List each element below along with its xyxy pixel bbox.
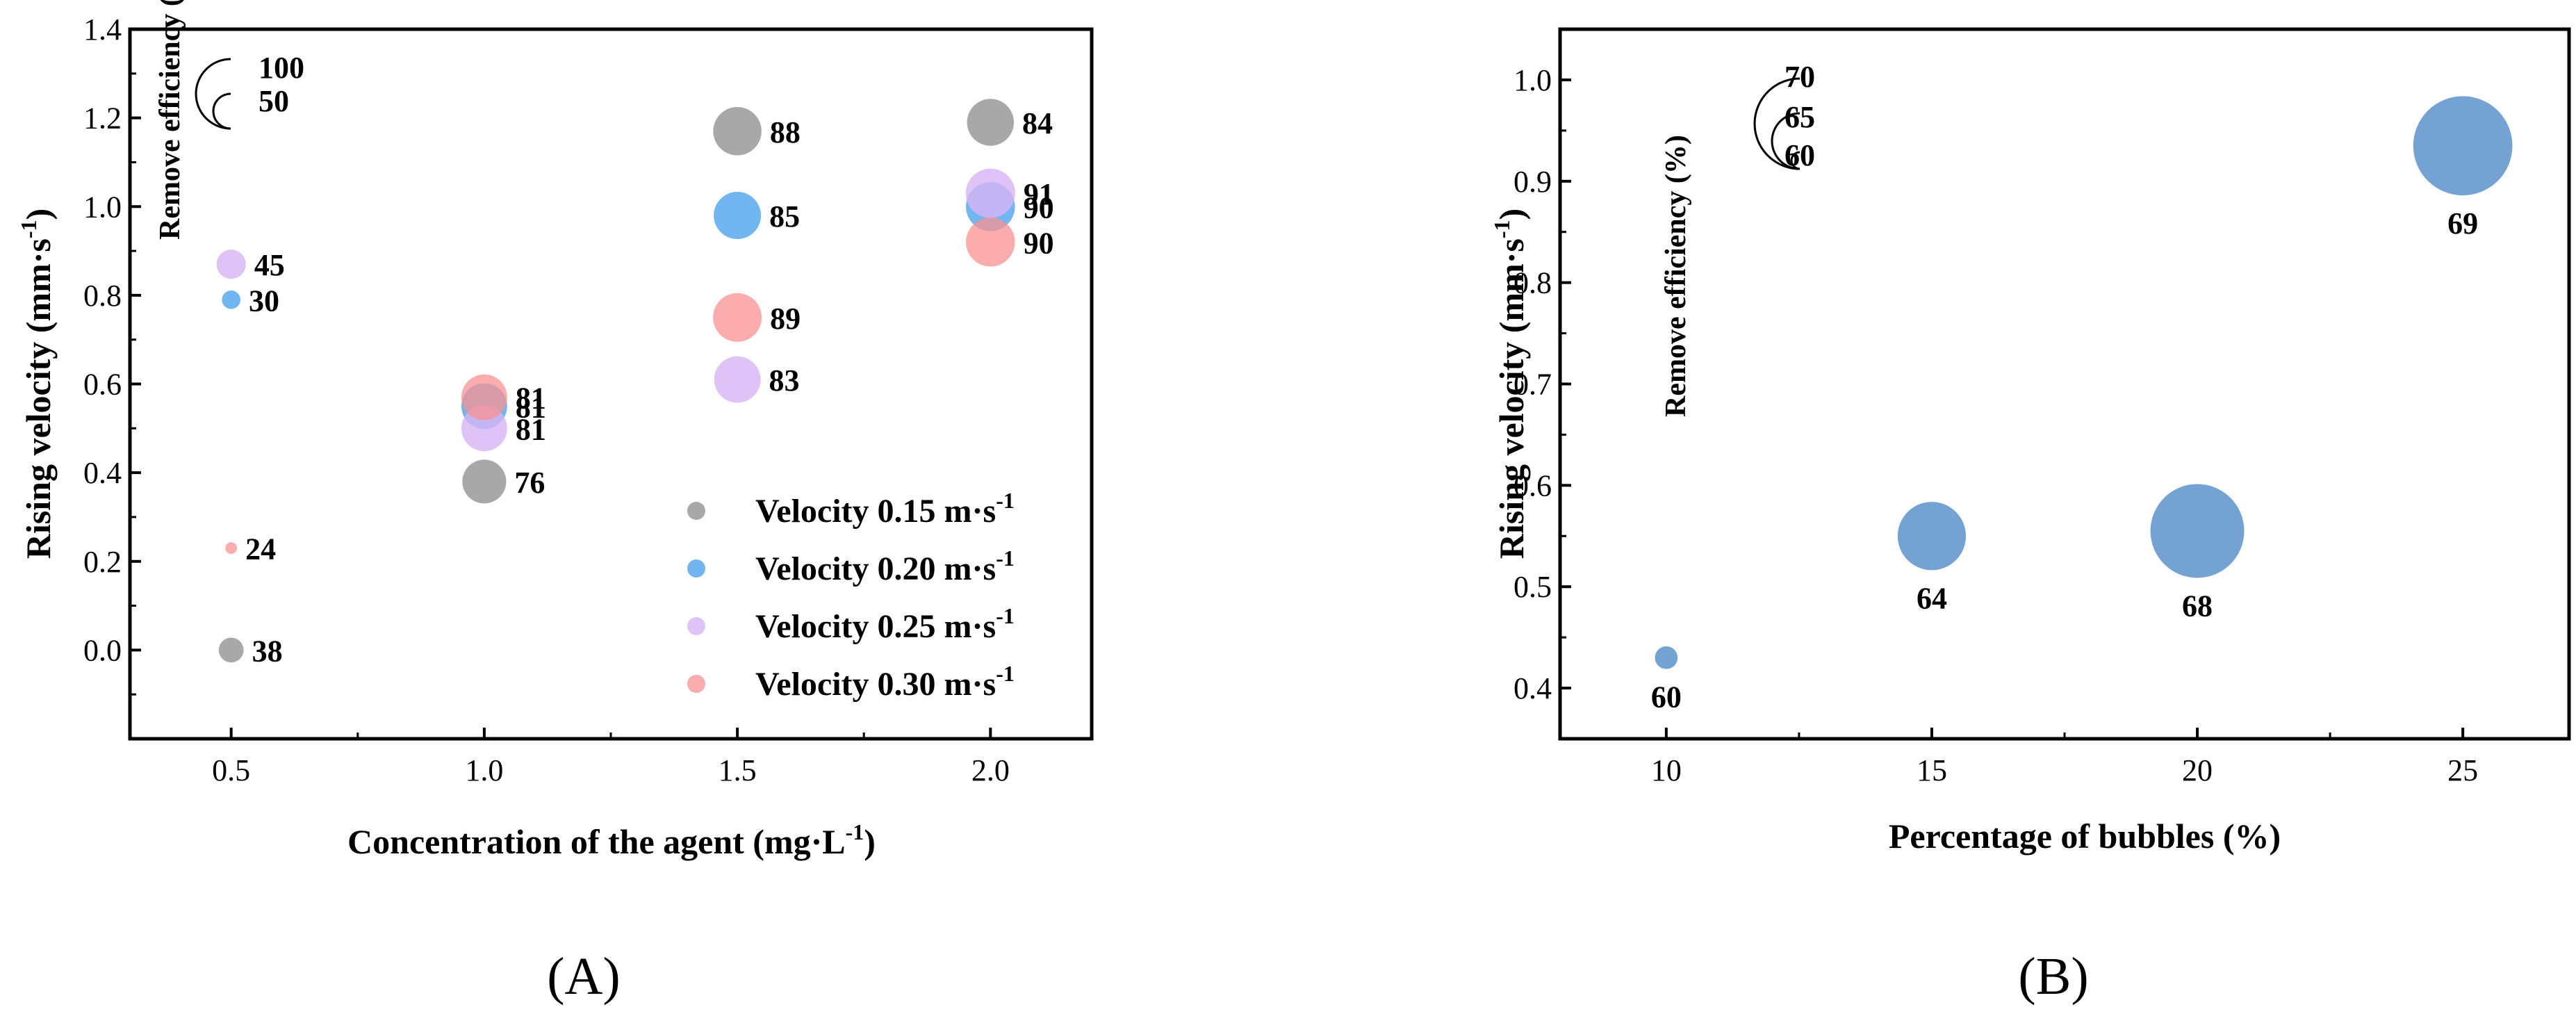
panel-a-point-label: 76 bbox=[514, 466, 545, 500]
panel-a-point-label: 83 bbox=[769, 363, 800, 398]
panel-a-size-legend-value: 50 bbox=[259, 84, 289, 118]
panel-a-legend-label-1: Velocity 0.20 m·s-1 bbox=[755, 546, 1015, 587]
panel-a-point-label: 81 bbox=[516, 382, 546, 416]
panel-a-size-legend-title: Remove efficiency (%) bbox=[154, 0, 186, 240]
panel-a-y-tick-label: 0.2 bbox=[83, 545, 122, 579]
panel-b-y-tick-label: 0.5 bbox=[1513, 570, 1552, 604]
panel-a-point-label: 45 bbox=[254, 248, 285, 282]
panel-a-bubble-s3-p0 bbox=[225, 542, 238, 555]
panel-b-size-legend-title: Remove efficiency (%) bbox=[1660, 135, 1692, 417]
panel-a-series-legend: Velocity 0.15 m·s-1 Velocity 0.20 m·s-1 Ve… bbox=[687, 488, 1015, 703]
panel-a-point-label: 84 bbox=[1022, 106, 1053, 140]
panel-a-x-axis-title: Concentration of the agent (mg·L-1) bbox=[347, 819, 876, 861]
panel-a-legend-marker-1 bbox=[687, 559, 705, 578]
panel-a-point-label: 90 bbox=[1024, 190, 1054, 224]
panel-b-y-tick-label: 0.9 bbox=[1513, 165, 1552, 199]
panel-a-bubble-s3-p3 bbox=[966, 218, 1015, 267]
panel-b-size-legend: Remove efficiency (%) 70 65 60 bbox=[1660, 60, 1815, 417]
panel-a-point-label: 24 bbox=[245, 532, 276, 566]
panel-b-point-label: 64 bbox=[1917, 581, 1947, 615]
panel-b-bubble-p1 bbox=[1897, 502, 1967, 571]
panel-a-y-tick-label: 1.4 bbox=[83, 13, 122, 47]
panel-a-x-tick-label: 1.0 bbox=[465, 753, 503, 787]
panel-a-bubble-s3-p1 bbox=[461, 374, 507, 420]
panel-b-y-tick-label: 0.6 bbox=[1513, 468, 1552, 502]
panel-b-size-legend-value: 70 bbox=[1785, 60, 1815, 94]
panel-a-y-tick-label: 0.0 bbox=[83, 633, 122, 667]
panel-a-x-tick-label: 2.0 bbox=[971, 753, 1010, 787]
panel-a-y-tick-label: 0.4 bbox=[83, 456, 122, 490]
panel-b-y-tick-label: 0.7 bbox=[1513, 368, 1552, 402]
panel-b-label: (B) bbox=[2018, 947, 2088, 1006]
panel-a-size-legend-value: 100 bbox=[259, 51, 304, 85]
panel-a-point-label: 88 bbox=[770, 115, 801, 149]
panel-a-bubble-s0-p3 bbox=[967, 99, 1015, 146]
panel-a-y-tick-label: 1.2 bbox=[83, 101, 122, 136]
panel-a-bubble-s3-p2 bbox=[713, 293, 762, 342]
panel-a-point-label: 85 bbox=[769, 199, 800, 234]
panel-a-size-legend-arc bbox=[195, 58, 231, 130]
panel-a-size-legend-arc bbox=[212, 92, 231, 130]
panel-b-point-label: 60 bbox=[1651, 680, 1682, 714]
panel-b-y-tick-label: 0.4 bbox=[1513, 671, 1552, 705]
panel-a-legend-marker-0 bbox=[687, 502, 705, 520]
panel-b-size-legend-value: 65 bbox=[1785, 100, 1815, 134]
panel-a-legend-label-0: Velocity 0.15 m·s-1 bbox=[755, 488, 1015, 530]
panel-a-bubble-s2-p3 bbox=[965, 168, 1015, 218]
panel-b-x-tick-label: 10 bbox=[1651, 753, 1682, 787]
panel-b-size-legend-value: 60 bbox=[1785, 138, 1815, 172]
panel-b-point-label: 69 bbox=[2447, 206, 2478, 240]
panel-a-point-label: 89 bbox=[770, 302, 801, 336]
panel-a-point-label: 81 bbox=[516, 412, 546, 446]
panel-b-bubble-p2 bbox=[2150, 484, 2245, 578]
panel-b-y-tick-label: 0.8 bbox=[1513, 266, 1552, 300]
panel-b-bubble-p0 bbox=[1655, 646, 1678, 669]
panel-a-y-tick-label: 0.8 bbox=[83, 279, 122, 313]
panel-b-size-legend-arc bbox=[1771, 112, 1800, 170]
panel-a-bubble-s1-p2 bbox=[714, 192, 762, 239]
panel-a-chart: 0.5 1.0 1.5 2.0 0.0 0.2 0.4 0.6 0.8 1.0 1.2 1.4 38 7… bbox=[16, 0, 1094, 1006]
panel-a-bubble-s0-p2 bbox=[713, 107, 762, 156]
panel-a-point-label: 91 bbox=[1024, 177, 1054, 211]
panel-a-legend-marker-3 bbox=[687, 675, 705, 693]
panel-b-x-tick-label: 20 bbox=[2182, 753, 2213, 787]
panel-b-size-legend-arc bbox=[1753, 77, 1800, 170]
panel-a-y-tick-label: 1.0 bbox=[83, 190, 122, 224]
panel-a-point-label: 38 bbox=[252, 634, 283, 668]
panel-a-legend-marker-2 bbox=[687, 617, 705, 635]
panel-b-x-tick-label: 25 bbox=[2447, 753, 2478, 787]
panel-a-point-label: 90 bbox=[1024, 226, 1054, 260]
panel-b-bubble-p3 bbox=[2413, 96, 2513, 196]
panel-b-chart: 10 15 20 25 0.4 0.5 0.6 0.7 0.8 0.9 1.0 60 64 68 69 R… bbox=[1489, 27, 2571, 1006]
panel-a-bubble-s0-p0 bbox=[218, 637, 244, 663]
panel-a-y-axis-title: Rising velocity (mm·s-1) bbox=[16, 208, 58, 559]
panel-a-legend-label-3: Velocity 0.30 m·s-1 bbox=[755, 661, 1015, 703]
panel-a-bubble-s2-p2 bbox=[714, 356, 761, 403]
panel-a-point-label: 81 bbox=[516, 390, 546, 424]
panel-a-x-tick-label: 1.5 bbox=[719, 753, 757, 787]
panel-b-size-legend-arc bbox=[1790, 151, 1800, 170]
panel-a-x-tick-label: 0.5 bbox=[212, 753, 250, 787]
panel-b-y-tick-label: 1.0 bbox=[1513, 63, 1552, 97]
panel-a-y-tick-label: 0.6 bbox=[83, 368, 122, 402]
panel-b-x-axis-title: Percentage of bubbles (%) bbox=[1889, 817, 2281, 856]
panel-b-x-tick-label: 15 bbox=[1917, 753, 1947, 787]
panel-a-label: (A) bbox=[547, 947, 621, 1006]
panel-a-legend-label-2: Velocity 0.25 m·s-1 bbox=[755, 603, 1015, 645]
panel-a-point-label: 30 bbox=[249, 284, 279, 318]
panel-b-point-label: 68 bbox=[2182, 589, 2213, 623]
panel-b-y-axis-title: Rising velocity (mm·s-1) bbox=[1489, 208, 1531, 559]
panel-a-bubble-s2-p0 bbox=[216, 249, 246, 279]
panel-a-bubble-s0-p1 bbox=[462, 459, 507, 504]
panel-a-bubble-s1-p0 bbox=[222, 290, 241, 309]
